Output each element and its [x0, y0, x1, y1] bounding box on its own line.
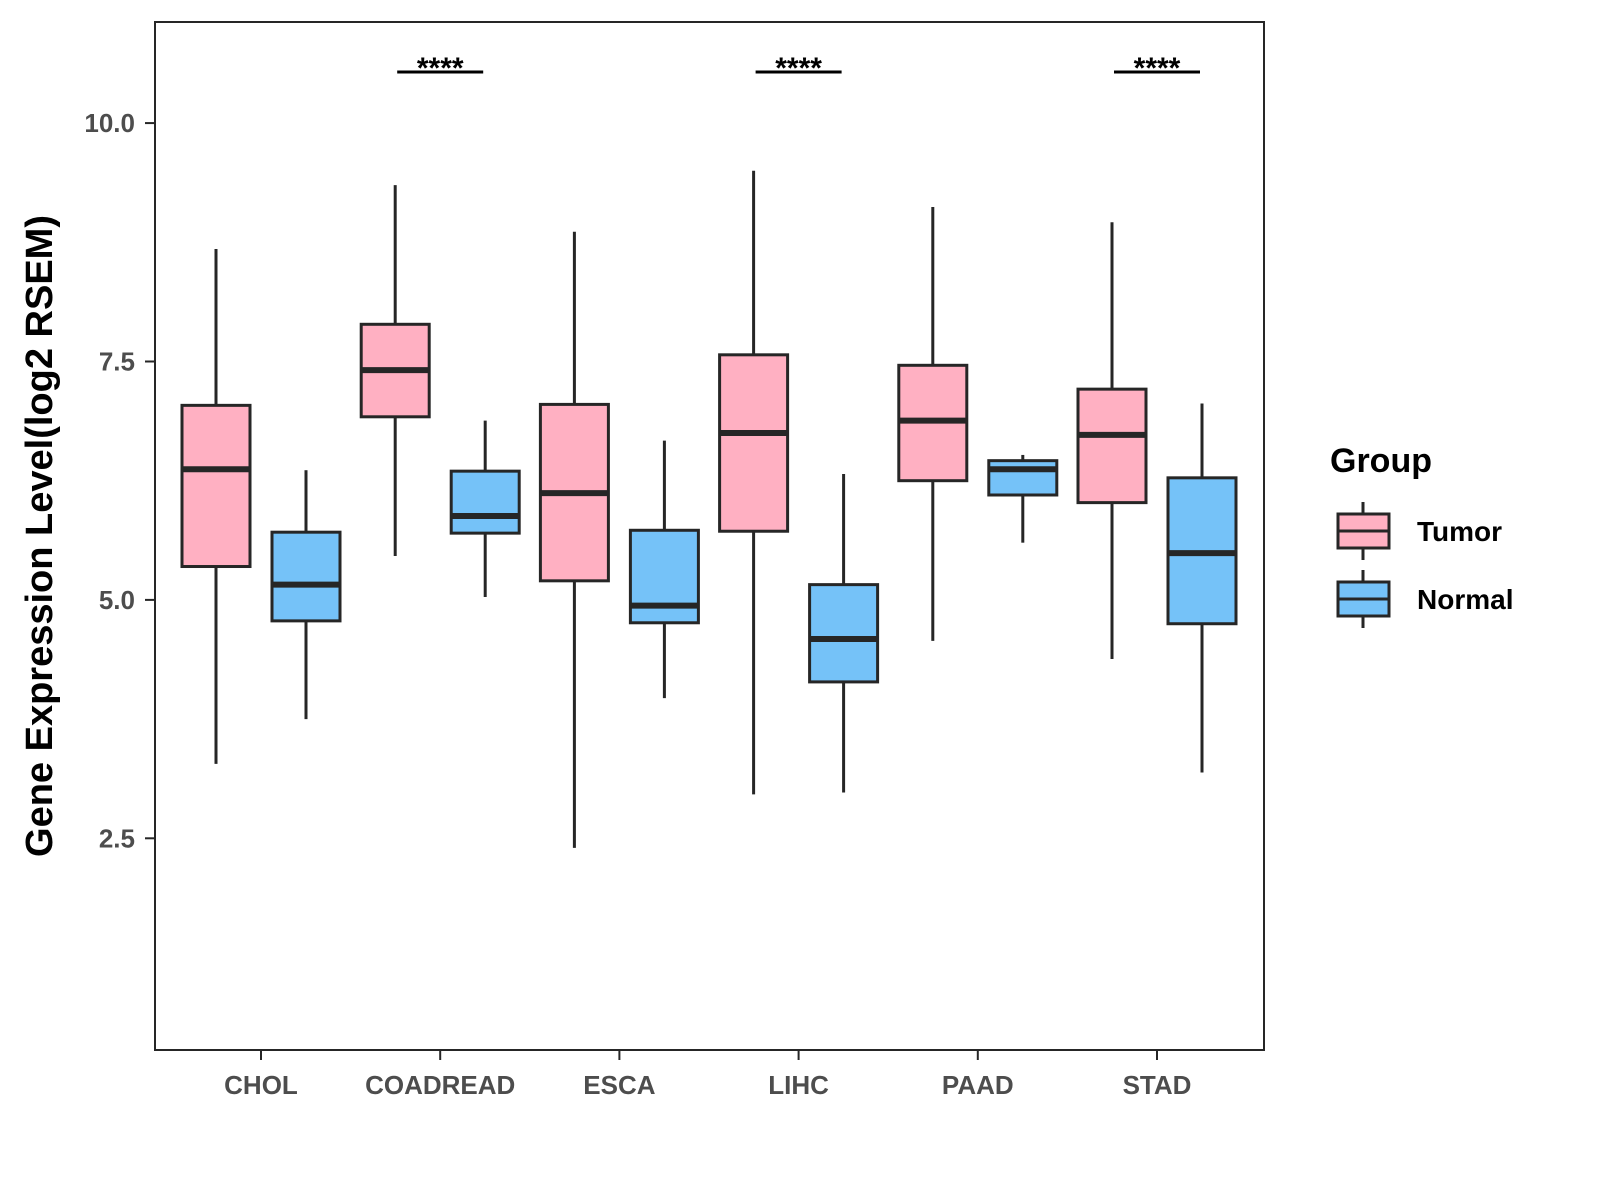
legend-label: Tumor [1417, 516, 1502, 547]
iqr-box [987, 459, 1059, 497]
box-tumor-stad [1076, 222, 1148, 660]
x-tick-label: COADREAD [365, 1070, 515, 1100]
box-normal-paad [987, 454, 1059, 543]
iqr-box [180, 403, 252, 569]
legend-item-tumor: Tumor [1336, 502, 1502, 560]
box-normal-esca [628, 440, 700, 699]
significance-label: **** [417, 52, 464, 85]
box-tumor-chol [180, 248, 252, 764]
iqr-box [808, 583, 880, 684]
iqr-box [718, 353, 790, 533]
box-normal-coadread [449, 420, 521, 598]
iqr-box [628, 528, 700, 625]
box-tumor-paad [897, 207, 969, 641]
legend-label: Normal [1417, 584, 1513, 615]
box-tumor-lihc [718, 170, 790, 795]
legend-title: Group [1330, 442, 1432, 480]
x-tick-label: PAAD [942, 1070, 1014, 1100]
iqr-box [270, 530, 342, 623]
box-tumor-esca [538, 231, 610, 848]
legend-item-normal: Normal [1336, 570, 1513, 628]
significance-label: **** [1134, 52, 1181, 85]
y-tick-label: 5.0 [99, 585, 135, 615]
iqr-box [449, 469, 521, 535]
box-tumor-coadread [359, 185, 431, 557]
x-tick-label: STAD [1123, 1070, 1192, 1100]
significance-label: **** [775, 52, 822, 85]
x-tick-label: LIHC [768, 1070, 829, 1100]
y-tick-label: 10.0 [84, 108, 135, 138]
y-tick-label: 7.5 [99, 346, 135, 376]
box-normal-chol [270, 470, 342, 720]
y-tick-label: 2.5 [99, 823, 135, 853]
iqr-box [1076, 387, 1148, 505]
y-axis-label: Gene Expression Level(log2 RSEM) [19, 215, 61, 857]
box-normal-lihc [808, 474, 880, 793]
x-tick-label: ESCA [583, 1070, 655, 1100]
box-normal-stad [1166, 403, 1238, 773]
x-tick-label: CHOL [224, 1070, 298, 1100]
